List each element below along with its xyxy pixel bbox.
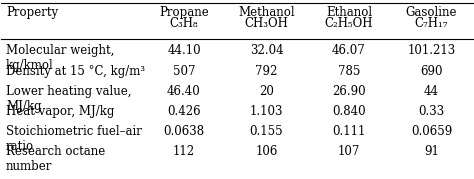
Text: 690: 690 — [420, 64, 443, 78]
Text: 0.155: 0.155 — [250, 125, 283, 137]
Text: 0.426: 0.426 — [167, 105, 201, 117]
Text: Lower heating value,
MJ/kg: Lower heating value, MJ/kg — [6, 84, 132, 113]
Text: 107: 107 — [338, 144, 360, 158]
Text: CH₃OH: CH₃OH — [245, 18, 288, 30]
Text: 112: 112 — [173, 144, 195, 158]
Text: Stoichiometric fuel–air
ratio: Stoichiometric fuel–air ratio — [6, 125, 142, 153]
Text: 507: 507 — [173, 64, 195, 78]
Text: Heat vapor, MJ/kg: Heat vapor, MJ/kg — [6, 105, 115, 117]
Text: C₃H₈: C₃H₈ — [170, 18, 198, 30]
Text: Gasoline: Gasoline — [406, 6, 457, 20]
Text: Research octane
number: Research octane number — [6, 144, 105, 173]
Text: 0.840: 0.840 — [332, 105, 366, 117]
Text: 785: 785 — [338, 64, 360, 78]
Text: Density at 15 °C, kg/m³: Density at 15 °C, kg/m³ — [6, 64, 145, 78]
Text: 101.213: 101.213 — [407, 45, 456, 57]
Text: 792: 792 — [255, 64, 278, 78]
Text: 0.111: 0.111 — [332, 125, 365, 137]
Text: 0.33: 0.33 — [418, 105, 445, 117]
Text: C₇H₁₇: C₇H₁₇ — [415, 18, 448, 30]
Text: 32.04: 32.04 — [250, 45, 283, 57]
Text: Methanol: Methanol — [238, 6, 295, 20]
Text: Molecular weight,
kg/kmol: Molecular weight, kg/kmol — [6, 45, 115, 72]
Text: Propane: Propane — [159, 6, 209, 20]
Text: 106: 106 — [255, 144, 278, 158]
Text: C₂H₅OH: C₂H₅OH — [325, 18, 373, 30]
Text: Property: Property — [6, 6, 58, 20]
Text: 26.90: 26.90 — [332, 84, 366, 98]
Text: 0.0638: 0.0638 — [164, 125, 205, 137]
Text: 46.40: 46.40 — [167, 84, 201, 98]
Text: 44: 44 — [424, 84, 439, 98]
Text: 91: 91 — [424, 144, 439, 158]
Text: 46.07: 46.07 — [332, 45, 366, 57]
Text: Ethanol: Ethanol — [326, 6, 372, 20]
Text: 20: 20 — [259, 84, 274, 98]
Text: 0.0659: 0.0659 — [411, 125, 452, 137]
Text: 1.103: 1.103 — [250, 105, 283, 117]
Text: 44.10: 44.10 — [167, 45, 201, 57]
